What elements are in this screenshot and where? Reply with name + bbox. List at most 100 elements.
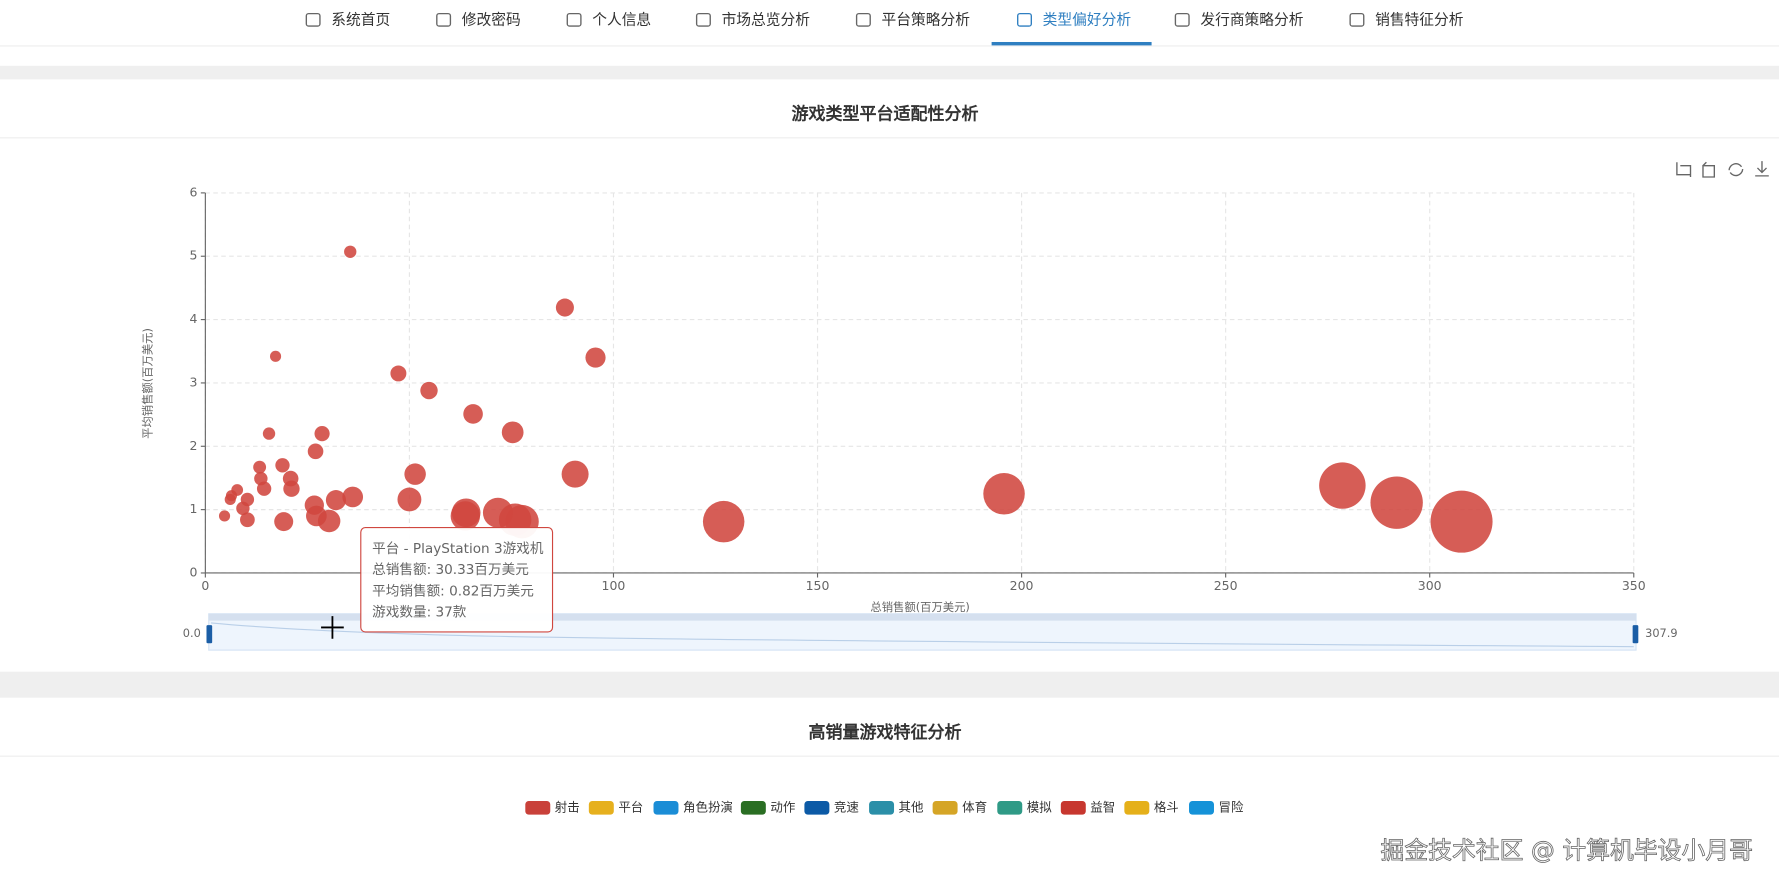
nav-icon xyxy=(695,12,711,27)
datazoom-handle[interactable] xyxy=(1632,625,1639,644)
bubble[interactable] xyxy=(1319,462,1366,509)
bubble[interactable] xyxy=(262,427,276,440)
bubble[interactable] xyxy=(314,426,330,442)
nav-label: 销售特征分析 xyxy=(1375,11,1464,28)
bubble[interactable] xyxy=(585,347,606,368)
y-tick-label: 5 xyxy=(189,248,197,263)
bubble[interactable] xyxy=(555,298,574,317)
nav-item[interactable]: 销售特征分析 xyxy=(1349,11,1464,28)
legend-item[interactable]: 角色扮演 xyxy=(653,799,733,815)
nav-item[interactable]: 平台策略分析 xyxy=(855,11,971,28)
nav-active-underline xyxy=(991,41,1152,46)
legend-label: 平台 xyxy=(618,799,643,814)
legend: 射击 平台 角色扮演 动作 竞速 其他 体育 模拟 益智 格斗 冒险 xyxy=(525,799,1244,815)
nav-item[interactable]: 修改密码 xyxy=(436,11,521,28)
datazoom-shadow xyxy=(210,622,1634,648)
gap xyxy=(0,65,1779,80)
legend-item[interactable]: 其他 xyxy=(869,799,924,815)
bubble[interactable] xyxy=(501,421,524,444)
legend-swatch xyxy=(1060,801,1086,815)
bubble[interactable] xyxy=(218,510,231,522)
nav-icon xyxy=(1017,12,1033,27)
legend-item[interactable]: 格斗 xyxy=(1124,799,1179,815)
bubble[interactable] xyxy=(282,470,299,487)
datazoom-label: 0.0 xyxy=(183,626,201,640)
nav-item[interactable]: 发行商策略分析 xyxy=(1174,11,1304,28)
legend-swatch xyxy=(932,801,958,815)
tooltip-box xyxy=(360,527,554,633)
bubble[interactable] xyxy=(404,463,426,485)
bubble[interactable] xyxy=(274,512,294,532)
legend-item[interactable]: 冒险 xyxy=(1189,799,1244,815)
bubble[interactable] xyxy=(304,495,324,515)
bubble[interactable] xyxy=(307,443,324,460)
bubble[interactable] xyxy=(224,493,236,506)
cursor xyxy=(321,616,344,639)
legend-item[interactable]: 模拟 xyxy=(997,799,1052,815)
legend-item[interactable]: 益智 xyxy=(1060,799,1115,815)
restore-icon[interactable] xyxy=(1728,163,1744,177)
bubble[interactable] xyxy=(561,460,589,488)
nav-label: 发行商策略分析 xyxy=(1200,11,1303,28)
bubble[interactable] xyxy=(983,473,1025,515)
bubble[interactable] xyxy=(240,512,255,528)
legend-label: 动作 xyxy=(770,799,795,814)
bubble[interactable] xyxy=(269,350,282,362)
zoom-reset-icon[interactable] xyxy=(1702,161,1716,178)
y-tick-label: 0 xyxy=(189,564,197,579)
bubble[interactable] xyxy=(325,490,347,511)
bubble[interactable] xyxy=(1430,490,1493,553)
bubble[interactable] xyxy=(253,460,267,474)
bubble[interactable] xyxy=(420,381,438,400)
legend-item[interactable]: 射击 xyxy=(525,799,580,815)
datazoom-handle[interactable] xyxy=(206,625,213,644)
bubble[interactable] xyxy=(342,486,364,508)
bubble[interactable] xyxy=(482,497,514,528)
legend-label: 格斗 xyxy=(1154,799,1179,814)
download-icon[interactable] xyxy=(1755,161,1769,177)
y-tick-label: 4 xyxy=(189,311,197,326)
bubble[interactable] xyxy=(1370,476,1423,529)
bubble[interactable] xyxy=(390,365,407,382)
bubble[interactable] xyxy=(463,404,483,424)
nav-bar xyxy=(0,0,1779,46)
bubble[interactable] xyxy=(236,501,250,516)
datazoom-label: 307.9 xyxy=(1645,626,1677,640)
zoom-icon[interactable] xyxy=(1676,162,1692,178)
gap xyxy=(0,671,1779,698)
nav-item[interactable]: 类型偏好分析 xyxy=(991,11,1152,46)
nav: 系统首页 修改密码 个人信息 市场总览分析 平台策略分析 类型偏好分析 发行商策略分析 销售特… xyxy=(305,11,1464,46)
card xyxy=(0,697,1779,891)
nav-icon xyxy=(855,12,871,27)
bubble[interactable] xyxy=(702,500,745,543)
nav-item[interactable]: 个人信息 xyxy=(566,11,651,28)
legend-item[interactable]: 体育 xyxy=(932,799,987,815)
legend-swatch xyxy=(804,801,830,815)
legend-swatch xyxy=(588,801,614,815)
chart-title: 高销量游戏特征分析 xyxy=(808,722,961,743)
bubble[interactable] xyxy=(450,501,481,531)
nav-item[interactable]: 系统首页 xyxy=(305,11,390,28)
tooltip-line: 平均销售额: 0.82百万美元 xyxy=(372,583,534,599)
nav-label: 类型偏好分析 xyxy=(1043,11,1132,28)
bubble[interactable] xyxy=(397,487,422,512)
bubble[interactable] xyxy=(344,245,357,258)
y-tick-label: 1 xyxy=(189,501,197,516)
bubble[interactable] xyxy=(254,471,268,486)
tooltip-line: 总销售额: 30.33百万美元 xyxy=(372,562,529,578)
legend-swatch xyxy=(869,801,895,815)
x-tick-label: 350 xyxy=(1622,578,1646,593)
x-tick-label: 200 xyxy=(1010,578,1034,593)
card xyxy=(0,79,1779,672)
legend-item[interactable]: 平台 xyxy=(588,799,643,815)
legend-swatch xyxy=(1189,801,1214,815)
nav-icon xyxy=(566,12,582,27)
nav-label: 修改密码 xyxy=(462,11,521,28)
legend-label: 体育 xyxy=(962,799,987,814)
legend-item[interactable]: 动作 xyxy=(740,799,795,815)
nav-item[interactable]: 市场总览分析 xyxy=(695,11,811,28)
legend-label: 冒险 xyxy=(1219,799,1244,814)
legend-item[interactable]: 竞速 xyxy=(804,799,859,815)
bubble[interactable] xyxy=(275,458,290,473)
legend-label: 角色扮演 xyxy=(683,799,733,814)
